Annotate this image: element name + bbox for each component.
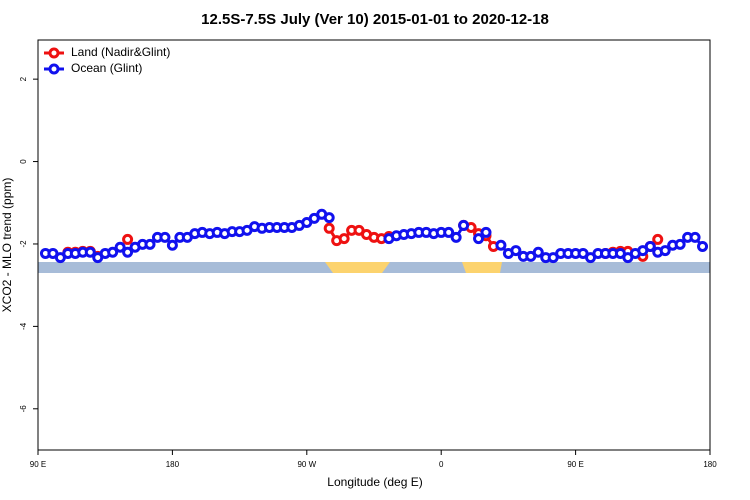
data-point: [114, 241, 126, 253]
data-point: [480, 226, 492, 238]
y-tick-label: 2: [19, 76, 28, 81]
data-point: [323, 222, 335, 234]
data-point: [107, 246, 119, 258]
legend-marker: [48, 63, 60, 75]
plot-frame: [37, 39, 711, 451]
y-tick-label: -2: [19, 240, 28, 248]
data-point: [458, 219, 470, 231]
data-point: [443, 226, 455, 238]
y-axis-label: XCO2 - MLO trend (ppm): [0, 178, 14, 313]
data-point: [473, 233, 485, 245]
data-point: [674, 238, 686, 250]
x-tick-label: 90 W: [297, 460, 316, 469]
y-tick-label: 0: [19, 159, 28, 164]
x-tick-label: 90 E: [30, 460, 46, 469]
data-point: [122, 246, 134, 258]
legend-marker: [48, 47, 60, 59]
data-point: [495, 239, 507, 251]
y-tick-label: -6: [19, 405, 28, 413]
data-point: [689, 231, 701, 243]
data-point: [644, 240, 656, 252]
data-point: [159, 231, 171, 243]
data-point: [697, 240, 709, 252]
data-point: [450, 231, 462, 243]
data-point: [166, 239, 178, 251]
data-point: [659, 245, 671, 257]
data-point: [122, 233, 134, 245]
data-point: [652, 233, 664, 245]
legend-label: Ocean (Glint): [71, 61, 142, 75]
legend-label: Land (Nadir&Glint): [71, 45, 170, 59]
data-point: [144, 238, 156, 250]
y-tick-label: -4: [19, 322, 28, 330]
data-point: [532, 246, 544, 258]
x-tick-label: 180: [166, 460, 180, 469]
data-point: [323, 212, 335, 224]
x-tick-label: 180: [703, 460, 717, 469]
x-axis-label: Longitude (deg E): [327, 475, 422, 489]
chart-title: 12.5S-7.5S July (Ver 10) 2015-01-01 to 2…: [201, 11, 549, 28]
x-tick-label: 0: [439, 460, 444, 469]
data-point: [510, 245, 522, 257]
data-point: [84, 246, 96, 258]
land-region: [325, 262, 390, 273]
land-region: [462, 262, 502, 273]
data-point: [338, 233, 350, 245]
x-tick-label: 90 E: [567, 460, 583, 469]
